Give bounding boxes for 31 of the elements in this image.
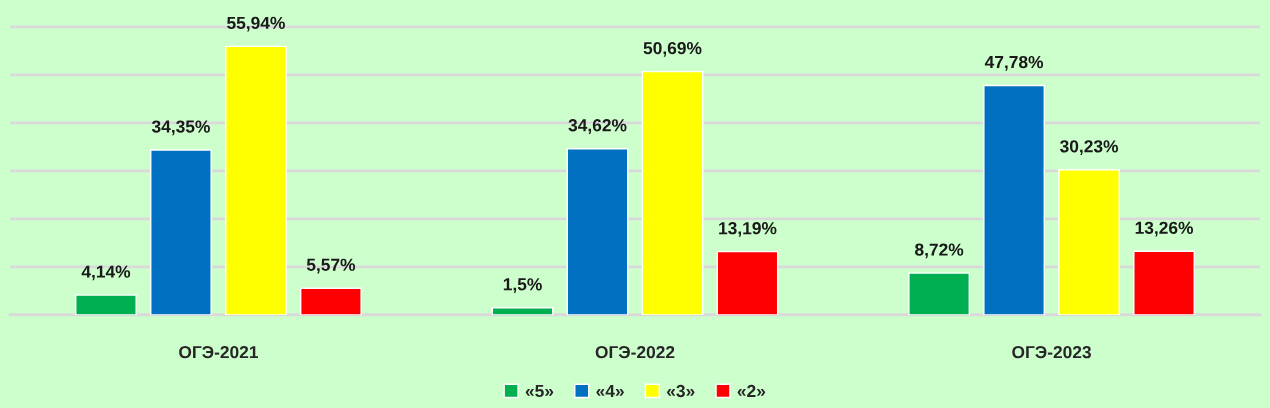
bar [225, 45, 287, 315]
data-label: 30,23% [1060, 140, 1119, 156]
data-label: 50,69% [643, 41, 702, 57]
data-label: 34,35% [151, 120, 210, 136]
data-label: 5,57% [306, 258, 356, 274]
bar [566, 148, 629, 315]
legend-label: «3» [667, 384, 695, 398]
bar [641, 70, 704, 315]
bar [1058, 169, 1120, 315]
legend-label: «2» [737, 384, 766, 397]
bar [716, 250, 779, 315]
legend-label: «4» [596, 384, 624, 397]
bar [1133, 250, 1195, 315]
bar [75, 294, 137, 315]
data-label: 8,72% [915, 243, 964, 259]
x-tick-label: ОГЭ-2021 [179, 345, 259, 359]
bar [908, 272, 970, 315]
bar [491, 307, 554, 315]
x-tick-label: ОГЭ-2022 [595, 345, 675, 359]
data-label: 1,5% [503, 278, 542, 293]
data-label: 13,26% [1135, 221, 1194, 237]
x-tick-label: ОГЭ-2023 [1012, 345, 1091, 359]
data-label: 13,19% [719, 222, 777, 237]
data-label: 34,62% [568, 119, 627, 134]
legend-label: «5» [525, 384, 554, 398]
bar [983, 84, 1045, 315]
data-label: 55,94% [227, 16, 285, 32]
bar [300, 287, 362, 315]
data-label: 4,14% [81, 265, 131, 281]
data-label: 47,78% [984, 55, 1044, 71]
bar [150, 149, 212, 315]
